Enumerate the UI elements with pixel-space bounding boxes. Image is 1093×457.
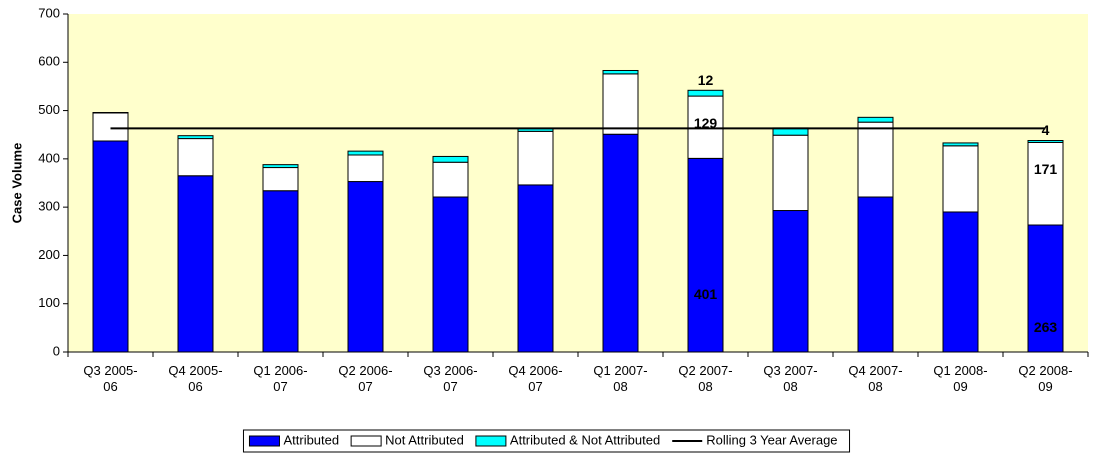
y-axis-label: Case Volume <box>9 143 24 224</box>
bar-segment <box>432 161 469 198</box>
bar-segment <box>177 138 214 177</box>
bar-segment <box>1027 141 1064 226</box>
y-tick-label: 400 <box>38 150 60 165</box>
bar-segment <box>1027 224 1064 353</box>
data-label: 4 <box>1042 122 1050 138</box>
data-label: 12 <box>698 72 714 88</box>
plot-area <box>68 14 1088 352</box>
legend-box <box>242 429 851 453</box>
bar-segment <box>857 196 894 353</box>
data-label: 401 <box>694 286 718 302</box>
y-tick-label: 100 <box>38 295 60 310</box>
x-tick-label: Q4 2006-07 <box>508 363 562 394</box>
bar-segment <box>262 190 299 353</box>
x-tick-label: Q2 2007-08 <box>678 363 732 394</box>
legend: Attributed Not Attributed Attributed & Not… <box>242 429 851 453</box>
legend-label: Attributed <box>283 432 339 447</box>
legend-label: Attributed & Not Attributed <box>510 432 660 447</box>
legend-swatch <box>248 435 280 447</box>
bar-segment <box>772 210 809 353</box>
x-tick-label: Q3 2005-06 <box>83 363 137 394</box>
bar-segment <box>942 145 979 213</box>
bar-segment <box>602 133 639 353</box>
y-tick-label: 200 <box>38 247 60 262</box>
x-tick-label: Q4 2007-08 <box>848 363 902 394</box>
x-tick-label: Q1 2006-07 <box>253 363 307 394</box>
bar-segment <box>687 89 724 97</box>
bar-segment <box>432 196 469 353</box>
data-label: 129 <box>694 115 718 131</box>
bar-segment <box>772 134 809 212</box>
y-tick-label: 700 <box>38 5 60 20</box>
bar-segment <box>92 140 129 353</box>
bar-segment <box>347 154 384 183</box>
bar-segment <box>347 181 384 353</box>
x-tick-label: Q1 2008-09 <box>933 363 987 394</box>
bar-segment <box>687 157 724 353</box>
bar-segment <box>517 184 554 353</box>
x-tick-label: Q3 2007-08 <box>763 363 817 394</box>
legend-swatch <box>350 435 382 447</box>
bar-segment <box>177 135 214 140</box>
y-tick-label: 500 <box>38 102 60 117</box>
x-tick-label: Q1 2007-08 <box>593 363 647 394</box>
bar-segment <box>177 175 214 353</box>
bar-segment <box>262 167 299 192</box>
bar-segment <box>942 211 979 353</box>
bar-segment <box>432 155 469 163</box>
x-tick-label: Q2 2008-09 <box>1018 363 1072 394</box>
bar-segment <box>857 121 894 198</box>
bar-segment <box>602 73 639 135</box>
legend-swatch <box>475 435 507 447</box>
data-label: 171 <box>1034 161 1058 177</box>
bar-segment <box>262 164 299 169</box>
bar-segment <box>942 142 979 147</box>
bar-segment <box>687 95 724 159</box>
y-tick-label: 0 <box>53 343 60 358</box>
bar-segment <box>92 112 129 142</box>
legend-label: Rolling 3 Year Average <box>706 432 837 447</box>
legend-label: Not Attributed <box>385 432 464 447</box>
y-tick-label: 600 <box>38 54 60 69</box>
bar-segment <box>857 116 894 123</box>
y-tick-label: 300 <box>38 199 60 214</box>
x-tick-label: Q4 2005-06 <box>168 363 222 394</box>
bar-segment <box>347 150 384 156</box>
bar-segment <box>1027 140 1064 143</box>
data-label: 263 <box>1034 319 1058 335</box>
x-tick-label: Q2 2006-07 <box>338 363 392 394</box>
x-tick-label: Q3 2006-07 <box>423 363 477 394</box>
bar-segment <box>602 69 639 75</box>
bar-segment <box>517 130 554 186</box>
